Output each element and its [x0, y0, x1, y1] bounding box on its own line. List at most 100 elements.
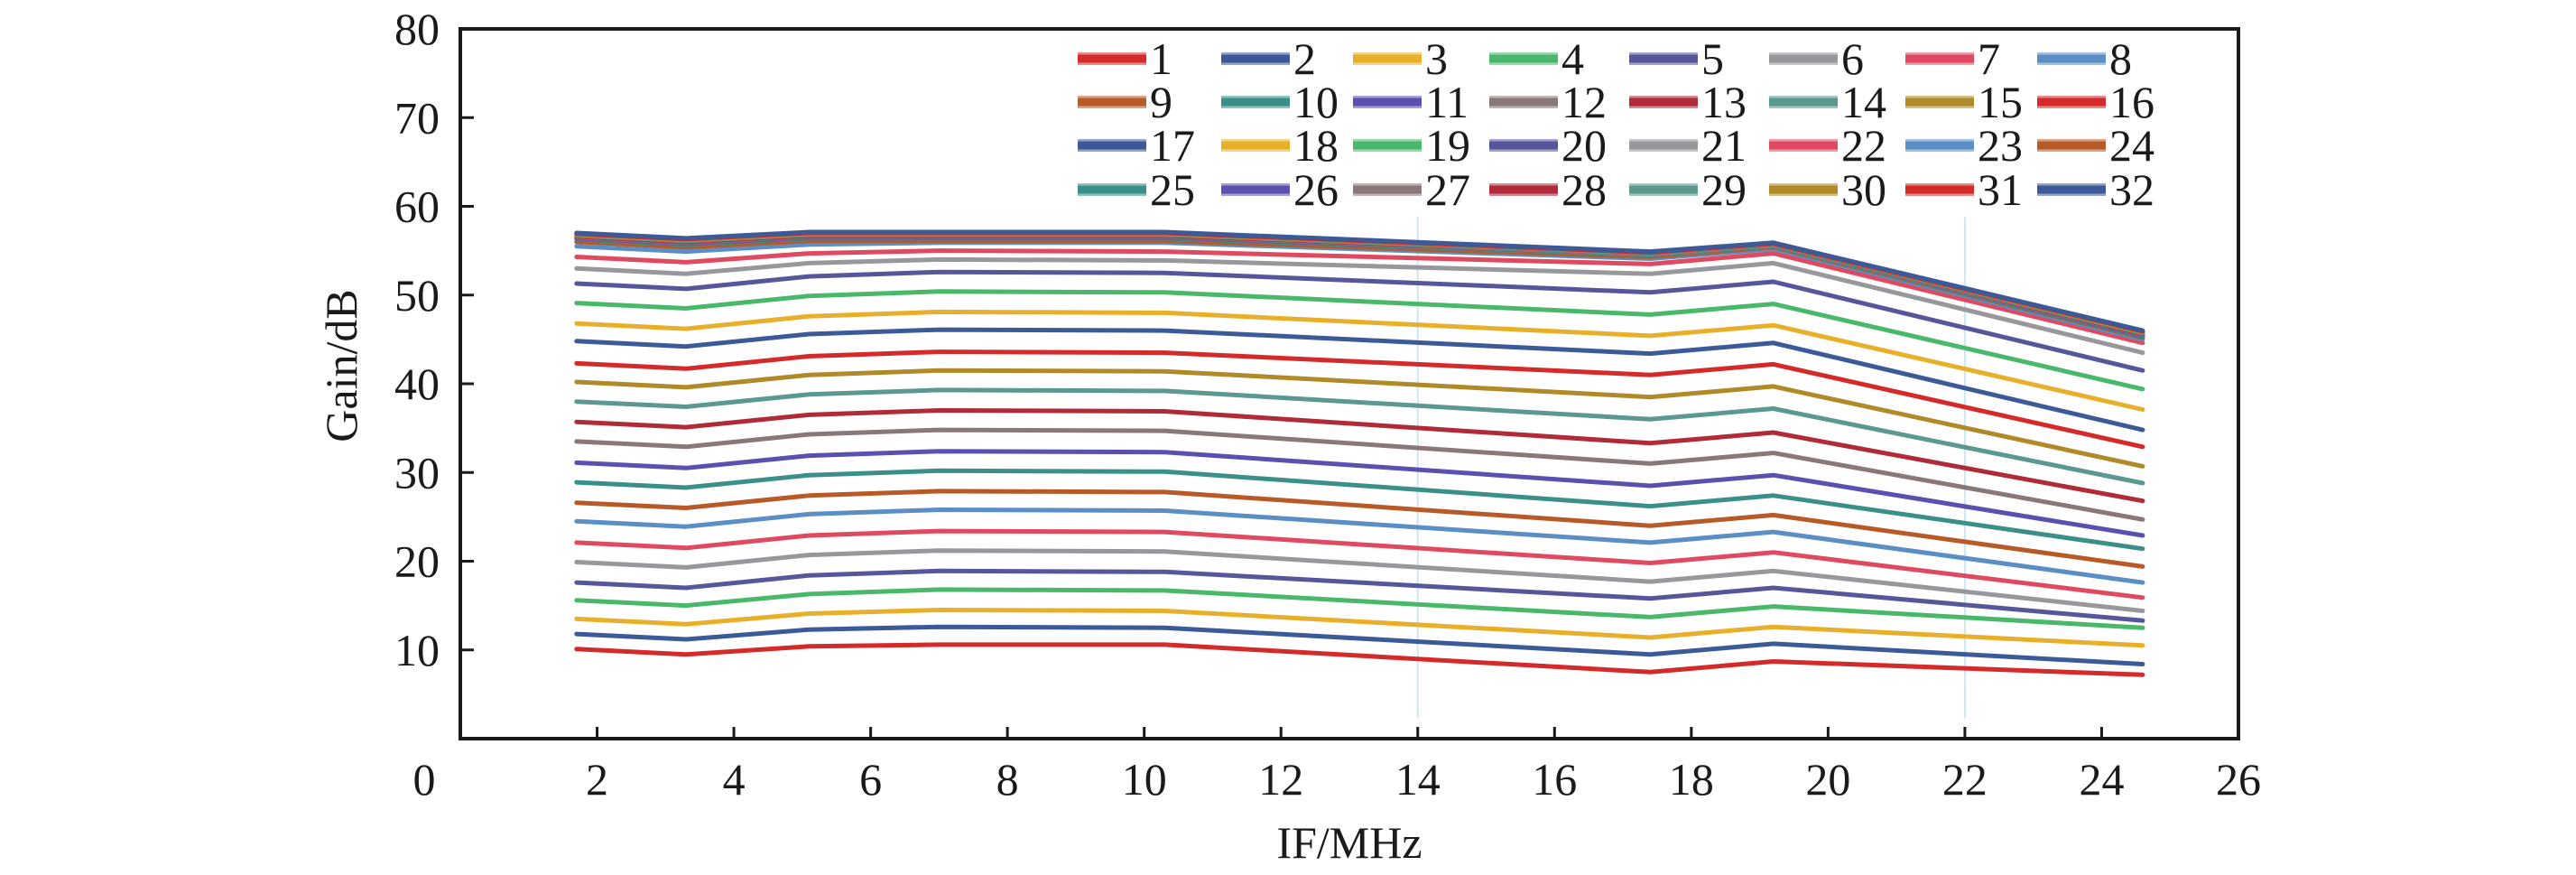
legend-swatch: [1769, 185, 1838, 194]
x-tick-label: 6: [859, 754, 882, 805]
legend-item-17: 17: [1078, 120, 1195, 171]
series-line-22: [574, 248, 2145, 346]
legend-label: 16: [2109, 77, 2154, 127]
legend-item-26: 26: [1221, 164, 1339, 215]
legend-item-10: 10: [1221, 77, 1339, 127]
legend-swatch: [1353, 54, 1422, 63]
legend-label: 31: [1978, 164, 2023, 215]
legend-swatch: [1905, 185, 1974, 194]
legend-label: 12: [1561, 77, 1607, 127]
legend-swatch: [1905, 141, 1974, 150]
legend-item-9: 9: [1078, 77, 1172, 127]
legend-swatch: [1353, 141, 1422, 150]
legend-item-2: 2: [1221, 33, 1316, 84]
legend-label: 7: [1978, 33, 2000, 84]
legend-swatch: [1078, 54, 1146, 63]
x-tick-label: 4: [723, 754, 746, 805]
legend-label: 11: [1425, 77, 1469, 127]
legend-label: 4: [1561, 33, 1584, 84]
series-line-7: [574, 528, 2145, 600]
series-line-18: [574, 309, 2145, 412]
legend-item-15: 15: [1905, 77, 2023, 127]
legend-item-22: 22: [1769, 120, 1886, 171]
legend-label: 9: [1150, 77, 1172, 127]
series-line-20: [574, 269, 2145, 373]
legend-swatch: [2037, 185, 2106, 194]
legend-label: 27: [1425, 164, 1470, 215]
legend-swatch: [1769, 141, 1838, 150]
series-line-6: [574, 548, 2145, 613]
legend-label: 10: [1293, 77, 1339, 127]
legend-label: 13: [1701, 77, 1747, 127]
series-line-2: [574, 624, 2145, 666]
legend-label: 15: [1978, 77, 2023, 127]
x-axis-ticks: 0 2 4 6 8 10 12 14 16 18 20 22 24 26: [413, 727, 2261, 805]
x-tick-label: 14: [1395, 754, 1441, 805]
legend-label: 21: [1701, 120, 1747, 171]
y-tick-label: 40: [394, 358, 440, 409]
legend-item-32: 32: [2037, 164, 2154, 215]
x-tick-label: 16: [1532, 754, 1577, 805]
legend-swatch: [1489, 141, 1558, 150]
y-tick-label: 10: [394, 625, 440, 675]
series-line-21: [574, 256, 2145, 356]
legend-item-23: 23: [1905, 120, 2023, 171]
x-tick-label: 8: [996, 754, 1019, 805]
legend-swatch: [1078, 98, 1146, 107]
legend-label: 3: [1425, 33, 1448, 84]
legend-item-18: 18: [1221, 120, 1339, 171]
y-tick-label: 60: [394, 182, 440, 232]
y-tick-label: 20: [394, 536, 440, 587]
series-line-3: [574, 608, 2145, 648]
y-tick-label: 80: [394, 4, 440, 54]
legend-item-6: 6: [1769, 33, 1864, 84]
legend-item-1: 1: [1078, 33, 1172, 84]
series-line-5: [574, 568, 2145, 623]
legend-label: 18: [1293, 120, 1339, 171]
legend-label: 32: [2109, 164, 2154, 215]
legend-label: 26: [1293, 164, 1339, 215]
legend-swatch: [1489, 185, 1558, 194]
legend-swatch: [1353, 98, 1422, 107]
legend-swatch: [2037, 141, 2106, 150]
series-line-1: [574, 642, 2145, 677]
legend-item-31: 31: [1905, 164, 2023, 215]
legend-swatch: [1078, 141, 1146, 150]
legend-swatch: [1489, 98, 1558, 107]
legend-swatch: [2037, 98, 2106, 107]
legend-item-21: 21: [1629, 120, 1747, 171]
legend-label: 25: [1150, 164, 1195, 215]
legend-swatch: [1489, 54, 1558, 63]
legend-swatch: [1221, 54, 1290, 63]
legend-swatch: [1769, 98, 1838, 107]
y-axis-ticks: 10 20 30 40 50 60 70 80: [394, 4, 474, 675]
legend-label: 29: [1701, 164, 1747, 215]
legend-item-7: 7: [1905, 33, 2000, 84]
legend-label: 14: [1841, 77, 1886, 127]
series-line-4: [574, 587, 2145, 630]
legend-item-27: 27: [1353, 164, 1470, 215]
legend-item-19: 19: [1353, 120, 1470, 171]
legend-item-30: 30: [1769, 164, 1886, 215]
legend-item-24: 24: [2037, 120, 2154, 171]
series-line-13: [574, 408, 2145, 504]
legend-label: 5: [1701, 33, 1724, 84]
legend-item-20: 20: [1489, 120, 1607, 171]
legend-swatch: [1221, 185, 1290, 194]
x-tick-label: 0: [413, 754, 436, 805]
legend-label: 24: [2109, 120, 2154, 171]
legend-item-29: 29: [1629, 164, 1747, 215]
series-line-14: [574, 387, 2145, 486]
legend-label: 22: [1841, 120, 1886, 171]
series-line-8: [574, 507, 2145, 585]
legend-label: 19: [1425, 120, 1470, 171]
y-tick-label: 70: [394, 92, 440, 143]
legend-swatch: [1629, 98, 1698, 107]
legend-swatch: [2037, 54, 2106, 63]
legend-swatch: [1905, 98, 1974, 107]
x-tick-label: 22: [1942, 754, 1988, 805]
series-line-10: [574, 468, 2145, 552]
series-line-17: [574, 327, 2145, 433]
x-tick-label: 20: [1805, 754, 1850, 805]
